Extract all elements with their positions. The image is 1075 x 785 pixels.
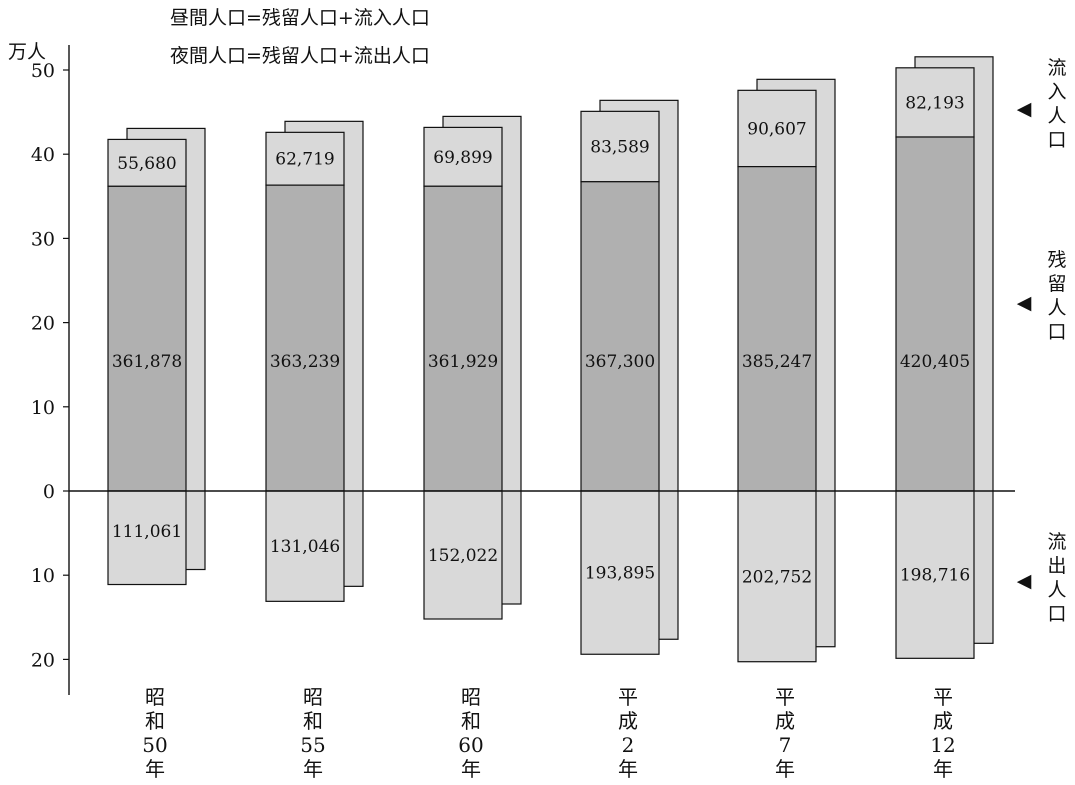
category-label: 平: [933, 685, 953, 709]
value-labels: 55,680 361,878 111,061 62,719 363,239 131,046…: [112, 93, 970, 587]
value-label-inflow: 55,680: [117, 154, 176, 174]
y-tick-label: 30: [31, 228, 55, 250]
y-tick-label: 50: [31, 60, 55, 82]
value-label-outflow: 152,022: [428, 546, 498, 566]
bar-outflow: [423, 490, 503, 620]
category-label: 年: [461, 757, 481, 781]
value-label-inflow: 90,607: [747, 119, 806, 139]
stacked-bars: [107, 67, 975, 663]
y-tick-label: 20: [31, 649, 55, 671]
axes: [63, 45, 1015, 695]
category-label: 年: [303, 757, 323, 781]
category-label: 成: [933, 709, 953, 733]
y-tick-label: 10: [31, 397, 55, 419]
category-label: 平: [618, 685, 638, 709]
category-label: 平: [775, 685, 795, 709]
formula-note-daytime: 昼間人口=残留人口+流入人口: [170, 7, 430, 29]
category-label: 年: [618, 757, 638, 781]
bar-outflow: [107, 490, 187, 586]
category-label: 年: [775, 757, 795, 781]
series-label: 人: [1047, 297, 1066, 319]
bar-residual: [107, 185, 187, 492]
series-label: 流: [1047, 531, 1066, 553]
category-label: 12: [930, 733, 955, 757]
series-label: 人: [1047, 105, 1066, 127]
bar-residual: [265, 184, 345, 492]
y-tick-label: 40: [31, 144, 55, 166]
pointer-arrow-icon: ◀: [1017, 292, 1032, 314]
bar-residual: [895, 136, 975, 492]
category-label: 昭: [145, 685, 165, 709]
category-label: 55: [300, 733, 325, 757]
y-tick-label: 20: [31, 313, 55, 335]
pointer-arrow-icon: ◀: [1017, 98, 1032, 120]
value-label-inflow: 69,899: [433, 148, 492, 168]
category-label: 和: [145, 709, 165, 733]
category-label: 60: [458, 733, 483, 757]
value-label-residual: 361,929: [428, 352, 498, 372]
series-label: 口: [1047, 321, 1066, 343]
category-label: 2: [622, 733, 635, 757]
value-label-residual: 385,247: [742, 352, 812, 372]
bar-outflow: [737, 490, 817, 663]
bar-residual: [580, 181, 660, 492]
category-label: 和: [461, 709, 481, 733]
value-label-outflow: 193,895: [585, 564, 655, 584]
bar-outflow: [895, 490, 975, 659]
series-label: 留: [1047, 273, 1066, 295]
bar-inflow: [895, 67, 975, 138]
category-label: 50: [142, 733, 167, 757]
shadow-bars: [126, 56, 994, 648]
value-label-outflow: 198,716: [900, 566, 970, 586]
category-label: 昭: [303, 685, 323, 709]
bar-residual: [737, 166, 817, 492]
series-label: 残: [1047, 249, 1066, 271]
y-tick-label: 10: [31, 565, 55, 587]
category-label: 成: [618, 709, 638, 733]
value-label-residual: 361,878: [112, 352, 182, 372]
formula-note-nighttime: 夜間人口=残留人口+流出人口: [170, 45, 430, 67]
series-label: 人: [1047, 579, 1066, 601]
series-label: 出: [1047, 555, 1066, 577]
category-label: 年: [145, 757, 165, 781]
category-label: 7: [779, 733, 792, 757]
y-unit-label: 万人: [8, 41, 46, 63]
bar-outflow: [265, 490, 345, 602]
value-label-residual: 363,239: [270, 352, 340, 372]
value-label-outflow: 111,061: [112, 522, 182, 542]
value-label-inflow: 83,589: [590, 138, 649, 158]
series-label: 入: [1047, 81, 1066, 103]
category-label: 年: [933, 757, 953, 781]
category-label: 昭: [461, 685, 481, 709]
series-label: 口: [1047, 129, 1066, 151]
value-label-inflow: 62,719: [275, 150, 334, 170]
value-label-outflow: 131,046: [270, 537, 340, 557]
value-label-residual: 367,300: [585, 352, 655, 372]
value-label-inflow: 82,193: [905, 93, 964, 113]
category-label: 成: [775, 709, 795, 733]
value-label-residual: 420,405: [900, 352, 970, 372]
series-label: 流: [1047, 57, 1066, 79]
bar-residual: [423, 185, 503, 492]
chart-text: 昭和50年昭和55年昭和60年平成2年平成7年平成12年504030201001…: [8, 7, 1067, 781]
y-tick-label: 0: [43, 481, 55, 503]
pointer-arrow-icon: ◀: [1017, 570, 1032, 592]
series-label: 口: [1047, 603, 1066, 625]
bar-inflow: [737, 89, 817, 168]
category-label: 和: [303, 709, 323, 733]
bar-inflow: [423, 126, 503, 187]
value-label-outflow: 202,752: [742, 567, 812, 587]
